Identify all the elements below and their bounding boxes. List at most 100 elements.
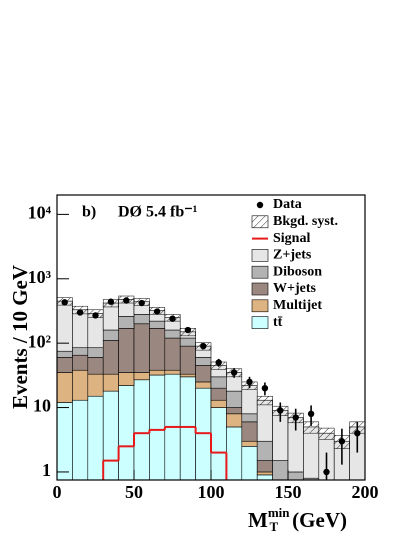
- stack-bar: [319, 482, 334, 498]
- data-point: [123, 297, 130, 304]
- stack-bar: [72, 347, 89, 356]
- x-tick-label: 50: [125, 482, 143, 502]
- legend-label: tt̄: [273, 315, 283, 330]
- legend-swatch: [251, 316, 269, 329]
- x-tick-label: 150: [275, 482, 302, 502]
- stack-bar: [256, 440, 273, 461]
- data-point: [338, 438, 346, 445]
- data-point: [261, 384, 269, 392]
- legend-syst: [251, 215, 269, 229]
- stack-bar: [195, 381, 212, 389]
- stack-bar: [226, 407, 243, 415]
- stack-bar: [210, 376, 227, 389]
- x-label-sub: T: [270, 519, 279, 534]
- x-axis-label: Mmin T (GeV): [248, 505, 347, 534]
- stack-bar: [57, 350, 73, 358]
- stack-bar: [87, 373, 104, 397]
- syst-band: [318, 427, 335, 440]
- data-point: [107, 298, 115, 305]
- legend-label: Diboson: [273, 264, 322, 279]
- data-point: [92, 312, 99, 319]
- legend-label: Signal: [273, 231, 310, 246]
- y-tick-label: 10: [33, 396, 51, 416]
- x-tick-label: 200: [352, 482, 379, 502]
- legend-swatch: [251, 265, 269, 279]
- x-tick-label: 0: [53, 482, 62, 502]
- data-point: [200, 342, 207, 350]
- plot-area: [57, 295, 365, 536]
- stack-bar: [133, 314, 150, 325]
- syst-band: [256, 395, 273, 406]
- data-point: [169, 315, 176, 322]
- stack-bar: [241, 446, 258, 480]
- stack-bar: [164, 369, 181, 375]
- data-point: [153, 308, 161, 315]
- stack-bar: [72, 354, 89, 371]
- stack-bar: [303, 477, 320, 480]
- stack-bar: [102, 340, 119, 375]
- stack-bar: [164, 329, 181, 339]
- data-point: [354, 429, 361, 437]
- stack-bar: [179, 337, 196, 347]
- stack-bar: [334, 486, 349, 497]
- legend-data: [256, 201, 264, 209]
- stack-bar: [226, 413, 243, 428]
- stack-bar: [149, 328, 166, 371]
- panel-label: b): [82, 204, 96, 221]
- legend-label: Z+jets: [273, 248, 312, 263]
- stack-bar: [210, 387, 227, 401]
- data-point: [277, 407, 284, 414]
- data-point: [307, 410, 315, 418]
- stack-bar: [149, 320, 166, 329]
- data-point: [76, 309, 84, 316]
- legend-label: Bkgd. syst.: [273, 214, 338, 229]
- data-point: [184, 326, 192, 334]
- x-label-sup: min: [268, 505, 290, 520]
- stack-bar: [87, 357, 104, 375]
- stack-bar: [164, 337, 181, 371]
- stack-bar: [241, 440, 258, 447]
- stack-bar: [241, 421, 258, 442]
- legend-swatch: [251, 282, 269, 296]
- stack-bar: [195, 365, 212, 383]
- legend-swatch: [251, 249, 269, 262]
- data-point: [230, 369, 238, 376]
- stack-bar: [256, 471, 273, 476]
- stack-bar: [256, 474, 273, 480]
- stack-bar: [241, 413, 258, 423]
- stack-bar: [87, 347, 104, 358]
- stack-bar: [72, 369, 89, 401]
- legend-label: Multijet: [273, 298, 322, 313]
- y-tick-label: 10²: [28, 331, 51, 351]
- stack-bar: [179, 376, 196, 480]
- stack-bar: [350, 517, 365, 536]
- stack-bar: [149, 374, 166, 480]
- data-point: [215, 359, 222, 366]
- stack-bar: [179, 345, 196, 375]
- stack-bar: [118, 328, 135, 373]
- stack-bar: [57, 372, 73, 403]
- stack-bar: [256, 460, 273, 473]
- stack-bar: [118, 316, 135, 329]
- stack-bar: [72, 399, 89, 480]
- stack-bar: [57, 300, 73, 352]
- stack-bar: [133, 372, 150, 381]
- data-point: [61, 299, 68, 306]
- data-point: [292, 414, 299, 421]
- x-tick-label: 100: [198, 482, 225, 502]
- stack-bar: [195, 357, 212, 366]
- stack-bar: [350, 500, 365, 536]
- stack-bar: [226, 390, 243, 408]
- stack-bar: [149, 369, 166, 376]
- x-label-main: M: [248, 508, 268, 532]
- stack-bar: [256, 399, 273, 442]
- y-tick-label: 10⁴: [28, 203, 52, 223]
- data-point: [323, 468, 330, 476]
- stack-bar: [102, 390, 119, 480]
- y-tick-label: 10³: [28, 267, 52, 287]
- stack-bar: [57, 357, 73, 373]
- x-label-unit: (GeV): [292, 508, 347, 532]
- stack-bar: [102, 329, 119, 341]
- y-axis-label: Events / 10 GeV: [8, 265, 32, 409]
